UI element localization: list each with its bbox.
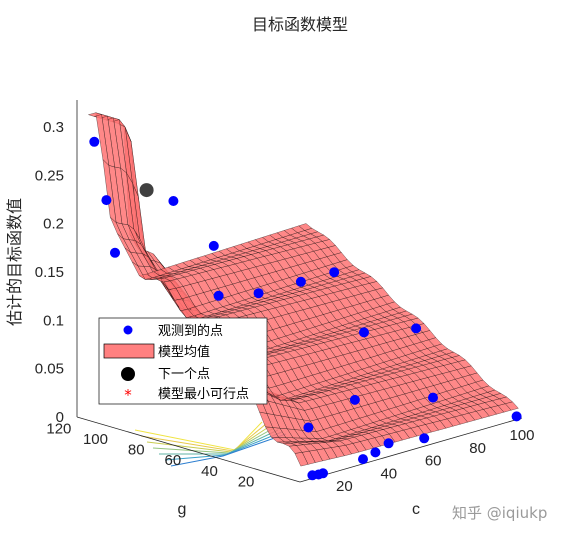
c-tick-label: 40 — [380, 465, 397, 482]
z-tick-label: 0.05 — [35, 361, 64, 378]
g-tick-label: 20 — [238, 473, 255, 490]
observed-point — [359, 327, 369, 338]
observed-point — [303, 422, 314, 433]
z-tick-label: 0 — [56, 409, 64, 426]
observed-point — [370, 447, 381, 458]
legend-feasible-label: 模型最小可行点 — [158, 387, 249, 402]
observed-point — [428, 392, 438, 403]
observed-point — [168, 196, 179, 206]
legend-observed-marker — [123, 325, 133, 335]
c-tick-label: 20 — [336, 478, 353, 495]
model-mean-surface — [87, 112, 519, 467]
legend-asterisk-marker: * — [124, 386, 132, 404]
observed-point — [253, 288, 264, 299]
legend-next-marker — [121, 367, 135, 381]
legend: 观测到的点 模型均值 下一个点 * 模型最小可行点 — [98, 317, 268, 405]
watermark: 知乎 @iqiukp — [452, 504, 547, 522]
observed-point — [213, 290, 224, 301]
g-axis-line — [76, 416, 301, 483]
g-tick-label: 120 — [46, 420, 71, 437]
z-tick-label: 0.2 — [43, 216, 64, 233]
observed-point — [349, 394, 360, 405]
contour-line — [146, 425, 271, 453]
c-axis-line — [299, 417, 523, 483]
x-axis-label: c — [412, 501, 420, 518]
contour-line — [170, 433, 287, 467]
contour-lines — [134, 421, 287, 467]
g-tick-label: 100 — [83, 431, 108, 448]
observed-point — [383, 438, 394, 449]
surface-patch — [87, 112, 103, 117]
observed-point — [358, 454, 368, 465]
observed-point — [419, 433, 430, 444]
z-tick-label: 0.25 — [35, 167, 64, 184]
chart-title: 目标函数模型 — [252, 15, 348, 34]
observed-point — [511, 411, 522, 422]
legend-next-label: 下一个点 — [158, 367, 210, 382]
c-tick-label: 60 — [425, 453, 442, 470]
observed-point — [101, 195, 112, 206]
z-tick-label: 0.1 — [43, 312, 64, 329]
c-tick-label: 100 — [509, 427, 534, 444]
next-point — [139, 183, 154, 198]
axes-box — [76, 100, 523, 483]
legend-surface-label: 模型均值 — [158, 344, 210, 360]
observed-point — [411, 323, 422, 334]
observed-point — [110, 247, 120, 258]
z-axis-label: 估计的目标函数值 — [6, 198, 24, 326]
observed-point — [318, 468, 328, 479]
legend-observed-label: 观测到的点 — [158, 323, 223, 339]
g-tick-label: 60 — [165, 452, 182, 469]
z-tick-label: 0.3 — [43, 119, 64, 136]
legend-surface-marker — [103, 343, 155, 359]
observed-point — [329, 267, 340, 278]
observed-point — [295, 276, 306, 287]
y-axis-label: g — [178, 501, 187, 518]
g-tick-label: 40 — [201, 463, 218, 480]
z-tick-label: 0.15 — [35, 264, 64, 281]
observed-point — [89, 136, 100, 147]
c-tick-label: 80 — [469, 440, 486, 457]
g-tick-label: 80 — [128, 442, 145, 459]
tick-labels: 0 0.05 0.1 0.15 0.2 0.25 0.3 20 40 60 80 100 120 20 40… — [35, 119, 535, 495]
observed-point — [208, 240, 219, 251]
